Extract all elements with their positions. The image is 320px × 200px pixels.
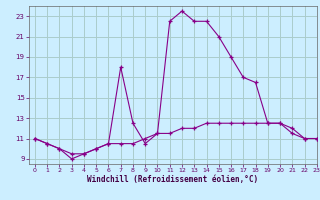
X-axis label: Windchill (Refroidissement éolien,°C): Windchill (Refroidissement éolien,°C)	[87, 175, 258, 184]
